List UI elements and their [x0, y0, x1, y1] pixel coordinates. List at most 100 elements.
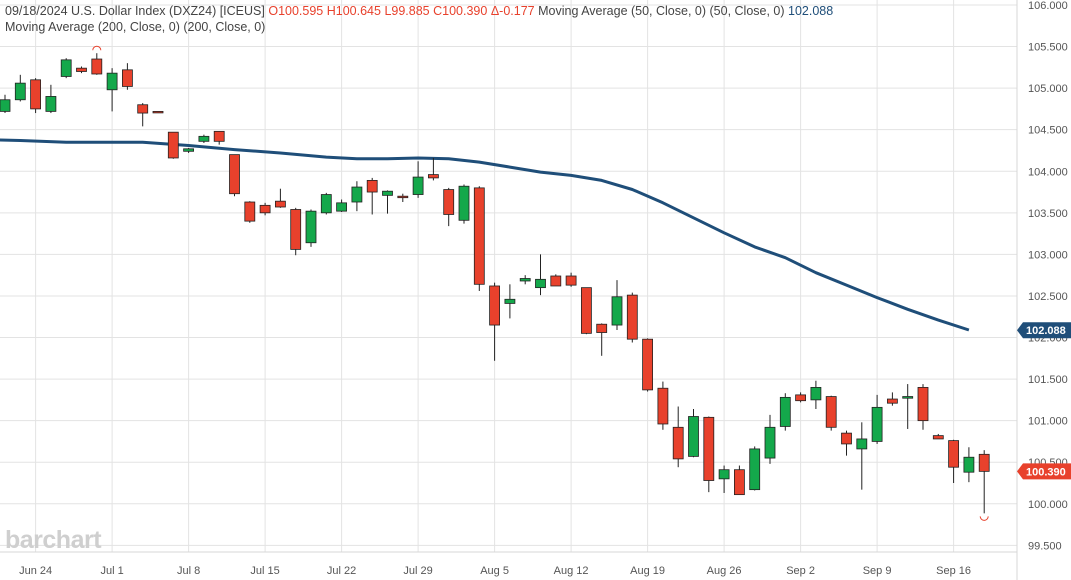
candle-body: [137, 104, 149, 114]
chart-header-line-1: 09/18/2024 U.S. Dollar Index (DXZ24) [IC…: [5, 3, 833, 19]
candle-up: [106, 68, 118, 112]
candle-down: [550, 274, 562, 287]
candle-body: [91, 58, 103, 75]
candle-down: [703, 416, 715, 493]
candle-body: [779, 396, 791, 427]
last-price-badge-text: 100.390: [1026, 466, 1066, 478]
price-tick-label: 101.500: [1028, 374, 1068, 386]
chart-header-line-2: Moving Average (200, Close, 0) (200, Clo…: [5, 19, 265, 35]
candle-up: [764, 414, 776, 464]
date-tick-label: Jul 29: [403, 565, 432, 577]
header-low: L99.885: [384, 4, 430, 18]
candle-down: [917, 384, 929, 430]
header-date: 09/18/2024: [5, 4, 68, 18]
candle-down: [581, 287, 592, 335]
candle-body: [489, 285, 501, 326]
candle-up: [688, 409, 699, 458]
header-open: O100.595: [268, 4, 324, 18]
candle-down: [932, 433, 944, 440]
price-tick-label: 101.000: [1028, 416, 1068, 428]
price-tick-label: 106.000: [1028, 0, 1068, 12]
candle-body: [841, 432, 852, 445]
candle-down: [596, 323, 608, 356]
candle-body: [550, 275, 562, 287]
candle-body: [305, 210, 317, 244]
candle-up: [320, 192, 332, 215]
candle-body: [366, 179, 378, 193]
candle-down: [841, 430, 852, 456]
candle-body: [718, 469, 730, 480]
candle-down: [366, 177, 378, 215]
candle-down: [167, 131, 179, 159]
candle-down: [887, 392, 898, 406]
candle-down: [152, 110, 164, 114]
candle-down: [122, 63, 133, 90]
high-low-markers: [92, 45, 989, 521]
candle-up: [718, 465, 730, 493]
candle-body: [152, 110, 164, 114]
candle-body: [60, 59, 72, 77]
candle-up: [779, 393, 791, 431]
header-symbol[interactable]: U.S. Dollar Index (DXZ24) [ICEUS]: [71, 4, 265, 18]
candle-body: [76, 67, 87, 72]
price-tick-label: 105.500: [1028, 42, 1068, 54]
candle-body: [795, 394, 806, 402]
candle-up: [902, 384, 914, 429]
candle-down: [137, 103, 149, 127]
period-low-marker: [979, 516, 989, 521]
candle-up: [856, 422, 868, 490]
candle-up: [611, 280, 623, 331]
candle-body: [14, 82, 26, 101]
candle-body: [581, 287, 592, 334]
date-tick-label: Jul 15: [250, 565, 279, 577]
time-axis[interactable]: Jun 24 Jul 1 Jul 8 Jul 15 Jul 22 Jul 29 Aug 5 A…: [19, 565, 971, 577]
price-tick-label: 99.500: [1028, 540, 1062, 552]
candle-up: [535, 254, 546, 296]
candle-body: [473, 187, 485, 285]
candle-body: [825, 396, 837, 428]
candle-body: [626, 294, 638, 340]
price-tick-label: 104.500: [1028, 125, 1068, 137]
candle-up: [60, 58, 72, 79]
price-tick-label: 103.000: [1028, 249, 1068, 261]
candle-down: [948, 439, 959, 483]
candle-body: [611, 296, 623, 326]
candle-body: [917, 386, 929, 422]
candle-up: [382, 190, 393, 214]
candle-body: [458, 185, 470, 221]
candle-body: [30, 79, 42, 110]
candle-body: [106, 72, 118, 91]
header-ma50-params: (50, Close, 0): [709, 4, 785, 18]
price-tick-label: 103.500: [1028, 208, 1068, 220]
candle-down: [213, 130, 225, 145]
candle-body: [810, 386, 822, 401]
date-tick-label: Aug 5: [480, 565, 509, 577]
candle-body: [657, 387, 669, 425]
candle-body: [412, 176, 424, 195]
header-ma50-label[interactable]: Moving Average (50, Close, 0): [538, 4, 707, 18]
candle-down: [795, 392, 806, 403]
price-tick-label: 105.000: [1028, 83, 1068, 95]
candle-up: [412, 161, 424, 198]
candle-down: [489, 282, 501, 361]
date-tick-label: Aug 19: [630, 565, 665, 577]
header-close: C100.390: [433, 4, 488, 18]
date-tick-label: Sep 16: [936, 565, 971, 577]
header-change: Δ-0.177: [490, 4, 535, 18]
candles-layer: [0, 53, 990, 514]
candle-body: [198, 135, 210, 142]
candle-up: [351, 181, 363, 212]
header-ma200-label[interactable]: Moving Average (200, Close, 0): [5, 20, 180, 34]
candle-down: [259, 202, 271, 216]
candle-down: [473, 186, 485, 291]
candle-body: [764, 426, 776, 459]
candle-down: [274, 188, 286, 208]
candle-body: [183, 148, 195, 152]
price-badges: 102.088 100.390: [1017, 322, 1071, 480]
candle-down: [76, 66, 87, 74]
candle-body: [229, 154, 240, 195]
price-tick-label: 100.000: [1028, 499, 1068, 511]
ma50-price-badge: 102.088: [1017, 322, 1071, 339]
candle-down: [443, 187, 455, 227]
